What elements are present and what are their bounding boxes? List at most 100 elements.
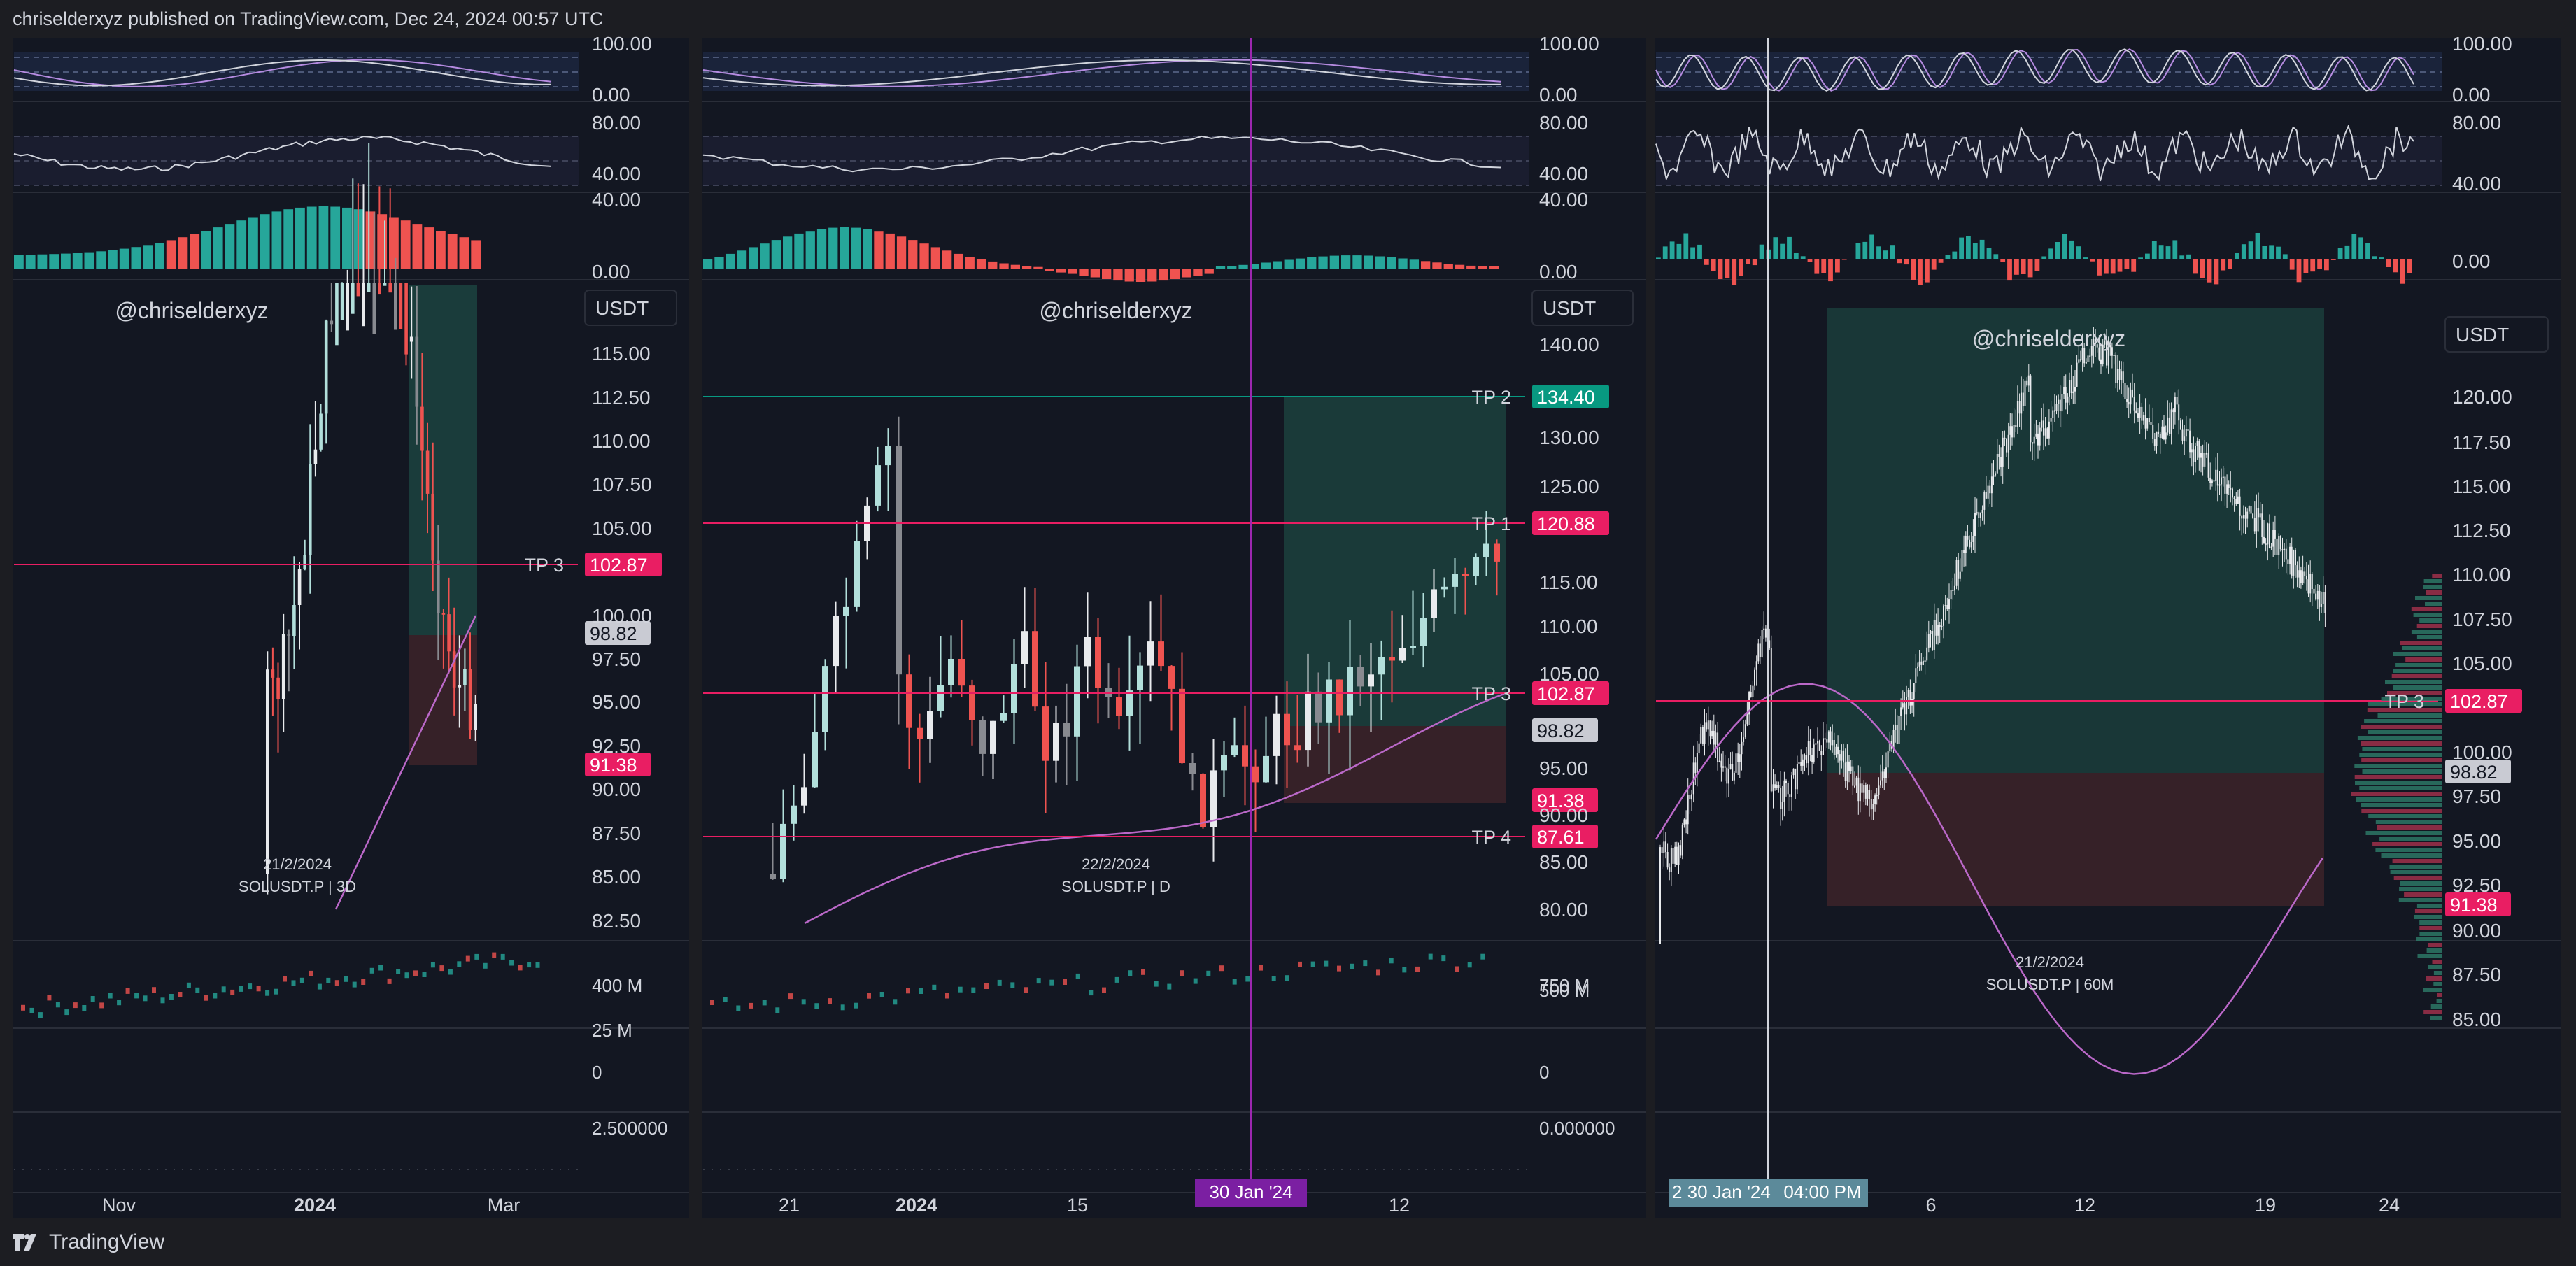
rsi-band	[14, 136, 579, 185]
volume-bar	[221, 986, 226, 993]
candle-body	[1722, 766, 1724, 768]
candle-body	[2069, 380, 2070, 397]
candle-body	[1802, 759, 1804, 766]
candle-body	[2195, 446, 2196, 462]
histogram-bar	[930, 247, 940, 269]
candle-body	[2065, 387, 2067, 403]
histogram-bar	[330, 206, 341, 269]
candle-body	[2272, 530, 2274, 547]
volume-profile-bar	[2428, 943, 2442, 947]
candle-body	[2295, 550, 2296, 566]
volume-bar	[1455, 966, 1459, 972]
volume-bar	[749, 1002, 753, 1009]
volume-bar	[117, 1000, 122, 1006]
price-tick: 107.50	[2452, 609, 2512, 630]
volume-bar	[1063, 979, 1067, 985]
histogram-bar	[2262, 246, 2267, 259]
histogram-bar	[2241, 244, 2246, 259]
histogram-bar	[2407, 259, 2412, 273]
candle-body	[2178, 404, 2180, 421]
tradingview-logo-icon[interactable]	[13, 1232, 41, 1252]
candle-body	[1967, 536, 1969, 540]
time-tick: 2024	[896, 1195, 937, 1216]
volume-bar	[527, 962, 532, 968]
candle-body	[1806, 755, 1808, 764]
candle-body	[1955, 560, 1958, 586]
volume-bar	[274, 988, 278, 995]
candle-body	[1867, 790, 1869, 799]
price-tick: 117.50	[2452, 432, 2511, 453]
candle-body	[1168, 666, 1175, 689]
chart-panel-3	[1655, 38, 2561, 1218]
candle-body	[1729, 764, 1732, 770]
volume-profile-bar	[2362, 769, 2442, 774]
histogram-bar	[1959, 237, 1964, 259]
candle-body	[1844, 762, 1846, 781]
candle-body	[1739, 754, 1741, 762]
histogram-bar	[1193, 269, 1203, 276]
candle-body	[281, 634, 285, 699]
price-tick: 125.00	[1539, 476, 1599, 497]
histogram-bar	[2372, 256, 2377, 259]
volume-bar	[879, 992, 884, 997]
candle-body	[1900, 707, 1902, 716]
candle-body	[2107, 345, 2109, 366]
price-tag-value: 102.87	[590, 555, 648, 576]
histogram-bar	[436, 231, 446, 269]
candle-body	[1126, 690, 1133, 716]
level-label: TP 3	[2384, 691, 2424, 712]
candle-body	[1863, 785, 1865, 793]
rsi-line	[702, 135, 1501, 173]
candle-body	[2078, 359, 2080, 363]
volume-profile-bar	[2395, 663, 2442, 667]
candle-body	[1305, 691, 1311, 751]
candle-body	[1694, 762, 1697, 774]
candle-body	[1778, 785, 1780, 788]
volume-bar	[932, 984, 937, 990]
histogram-bar	[108, 250, 118, 269]
stoch-tick-bottom: 0.00	[1539, 84, 1578, 106]
histogram-bar	[1079, 269, 1089, 276]
candle-body	[1483, 543, 1489, 557]
candle-body	[1859, 783, 1861, 802]
candle-body	[2153, 439, 2156, 446]
tradingview-brand[interactable]: TradingView	[49, 1230, 165, 1253]
histogram-bar	[771, 240, 781, 269]
histogram-bar	[1662, 246, 1668, 259]
histogram-bar	[1690, 247, 1695, 259]
histogram-bar	[2276, 246, 2281, 259]
volume-profile-bar	[2425, 602, 2442, 606]
histogram-bar	[1855, 243, 1861, 259]
histogram-bar	[447, 234, 458, 269]
candle-body	[356, 283, 360, 297]
candle-body	[2152, 425, 2154, 439]
candle-body	[2006, 438, 2007, 453]
price-tag	[2445, 760, 2511, 783]
volume-bar	[55, 1002, 60, 1008]
volume-bar	[1271, 976, 1276, 981]
crosshair-date: 2 30 Jan '24	[1672, 1181, 1771, 1202]
candle-body	[2278, 536, 2280, 555]
histogram-bar	[2200, 259, 2205, 278]
candle-body	[2191, 449, 2193, 453]
candle-body	[979, 720, 986, 754]
volume-profile-bar	[2423, 1010, 2442, 1014]
price-tag	[2445, 892, 2511, 916]
volume-profile-bar	[2413, 613, 2442, 617]
histogram-bar	[248, 217, 258, 269]
panel-background	[1655, 38, 2561, 1218]
histogram-bar	[119, 248, 129, 269]
volume-bar	[1102, 987, 1106, 993]
candle-body	[1720, 760, 1722, 768]
watermark: @chriselderxyz	[115, 298, 268, 323]
candle-body	[2087, 355, 2089, 362]
candle-body	[1750, 692, 1752, 697]
candle-body	[2116, 369, 2118, 383]
candle-body	[1326, 679, 1332, 723]
stoch-tick-bottom: 0.00	[2452, 84, 2491, 106]
currency-box	[1531, 290, 1634, 326]
volume-profile-bar	[2415, 596, 2442, 600]
candle-body	[1946, 605, 1948, 609]
histogram-bar	[236, 220, 247, 269]
